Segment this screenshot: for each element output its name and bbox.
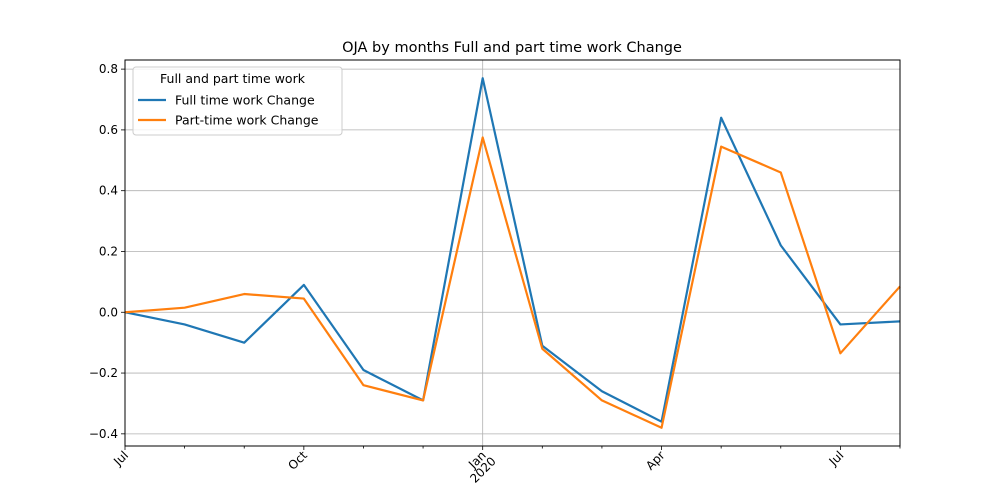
y-tick-label: 0.6 (99, 123, 118, 137)
legend-entries: Full time work Change Part-time work Chan… (138, 93, 319, 128)
y-tick-label: −0.2 (89, 366, 118, 380)
x-tick-label: Apr (643, 448, 668, 473)
series-line-2 (124, 136, 901, 429)
y-tick-label: 0.4 (99, 184, 118, 198)
y-tick-label: 0.0 (99, 305, 118, 319)
y-axis: −0.4 −0.2 0.0 0.2 0.4 0.6 0.8 (89, 62, 125, 441)
y-tick-label: 0.2 (99, 244, 118, 258)
y-tick-label: −0.4 (89, 427, 118, 441)
legend-label: Part-time work Change (175, 113, 319, 128)
legend-title: Full and part time work (160, 71, 306, 86)
series-lines (124, 77, 901, 429)
x-tick-label: Oct (285, 448, 310, 473)
chart-title: OJA by months Full and part time work Ch… (342, 40, 682, 56)
x-tick-label: Jul (110, 448, 131, 469)
y-tick-label: 0.8 (99, 62, 118, 76)
series-line-1 (124, 77, 901, 423)
legend: Full and part time work Full time work C… (132, 66, 343, 136)
legend-box (132, 66, 343, 136)
plot-area-frame (124, 59, 901, 447)
legend-label: Full time work Change (175, 93, 315, 108)
x-tick-label: Jul (826, 448, 847, 469)
